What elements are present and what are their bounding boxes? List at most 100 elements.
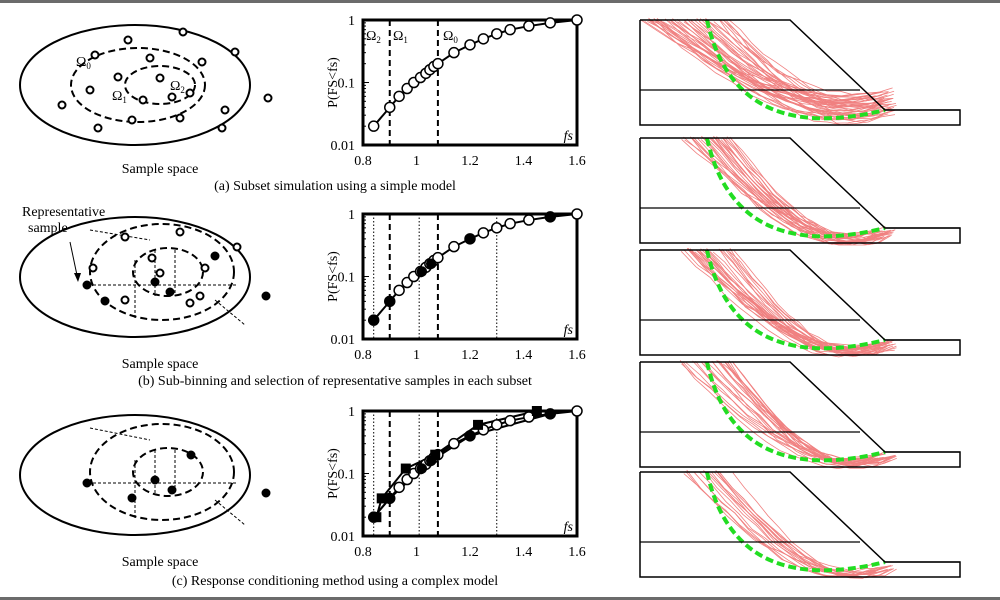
y-axis-label: P(FS<fs): [326, 251, 341, 302]
slip-surface: [684, 20, 891, 105]
y-tick-label: 1: [348, 405, 355, 420]
omega0-label: Ω0: [76, 55, 91, 71]
slip-surface: [684, 139, 895, 238]
series-line: [372, 213, 578, 321]
slip-surface: [707, 138, 881, 244]
plot-frame: [361, 212, 579, 341]
sample-point: [145, 53, 155, 63]
sample-point: [263, 93, 273, 103]
x-tick-label: 0.8: [354, 348, 372, 363]
data-point-square: [400, 463, 411, 474]
data-point-open-circle: [544, 17, 556, 29]
slip-surface: [647, 19, 886, 120]
slip-surface: [656, 19, 889, 121]
sample-point: [120, 232, 130, 242]
y-tick-label: 0.01: [331, 530, 356, 545]
data-point-filled-circle: [464, 430, 476, 442]
slip-surface: [698, 471, 885, 578]
representative-sample-point: [210, 251, 220, 261]
representative-sample-point: [82, 478, 92, 488]
data-point-open-circle: [464, 39, 476, 51]
slip-surface: [725, 249, 881, 352]
x-tick-label: 1.4: [515, 545, 533, 560]
slip-surface: [670, 19, 895, 117]
svg-text:Ω1: Ω1: [393, 29, 408, 45]
representative-sample-point: [165, 287, 175, 297]
series-filled-circle: [372, 412, 551, 518]
slip-surface: [732, 472, 897, 578]
slip-surface: [686, 247, 889, 350]
x-axis-label: fs: [564, 520, 574, 535]
slope-model-4: [639, 360, 961, 470]
slip-surface: [728, 19, 889, 102]
sample-point: [232, 242, 242, 252]
series-filled-square: [375, 410, 538, 518]
plot-a-omega-labels: Ω2 Ω1 Ω0: [366, 29, 458, 45]
caption-b: (b) Sub-binning and selection of represe…: [138, 374, 532, 389]
data-point-square: [430, 449, 441, 460]
sample-point: [185, 88, 195, 98]
y-tick-label: 0.01: [331, 139, 356, 154]
data-point-square: [531, 406, 542, 416]
sample-point: [195, 291, 205, 301]
slope-model-1: [639, 17, 961, 126]
slip-surface: [647, 21, 894, 105]
x-tick-label: 1.6: [568, 154, 586, 169]
sample-point: [217, 123, 227, 133]
slip-surface: [694, 472, 882, 578]
slip-surface: [681, 139, 893, 240]
representative-sample-point: [82, 280, 92, 290]
y-tick-label: 0.01: [331, 333, 356, 348]
slip-surface: [730, 138, 889, 239]
slope-model-2: [639, 135, 961, 246]
sample-point: [197, 57, 207, 67]
x-tick-label: 0.8: [354, 154, 372, 169]
x-tick-label: 1: [413, 545, 420, 560]
x-tick-label: 1.6: [568, 348, 586, 363]
y-axis-label: P(FS<fs): [326, 57, 341, 108]
slip-surface: [715, 137, 884, 242]
data-point-open-circle: [491, 28, 503, 40]
slip-surface: [709, 473, 887, 576]
caption-c: (c) Response conditioning method using a…: [172, 574, 498, 589]
sample-point: [93, 123, 103, 133]
slip-surface: [729, 136, 894, 242]
representative-sample-point: [127, 493, 137, 503]
x-tick-label: 1.2: [461, 348, 479, 363]
x-tick-label: 1.6: [568, 545, 586, 560]
sample-space-label: Sample space: [122, 162, 199, 177]
x-tick-label: 1.4: [515, 154, 533, 169]
slip-surface: [656, 17, 896, 123]
data-point-filled-circle: [368, 314, 379, 326]
sample-point: [220, 105, 230, 115]
sample-point: [113, 72, 123, 82]
representative-sample-point: [261, 488, 271, 498]
slip-surface: [717, 471, 892, 572]
data-point-open-circle: [432, 57, 444, 70]
sample-space-c: Sample space: [19, 414, 271, 570]
representative-sample-point: [261, 291, 271, 301]
caption-a: (a) Subset simulation using a simple mod…: [214, 179, 456, 194]
data-point-open-circle: [504, 217, 516, 230]
slip-surface: [688, 249, 888, 356]
sample-space-b: Representative sample Sample space: [19, 205, 271, 372]
sample-point: [120, 295, 130, 305]
slip-surface: [703, 362, 893, 465]
series-line: [375, 410, 538, 518]
sample-point: [167, 92, 177, 102]
x-axis-label: fs: [564, 129, 574, 144]
omega2-label: Ω2: [170, 79, 185, 95]
y-axis-label: P(FS<fs): [326, 448, 341, 499]
slip-surface: [688, 20, 877, 115]
data-point-filled-circle: [416, 266, 428, 277]
slip-surface: [707, 362, 891, 466]
data-point-square: [371, 512, 382, 523]
slip-surface: [693, 136, 879, 246]
data-point-open-circle: [523, 214, 535, 226]
slip-surface: [701, 361, 891, 469]
slip-surface: [692, 138, 896, 238]
slip-surface: [714, 472, 890, 575]
slip-surface: [703, 248, 876, 358]
